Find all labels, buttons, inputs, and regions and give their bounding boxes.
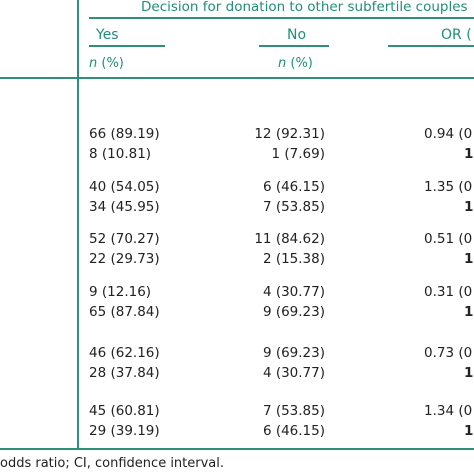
cell-or: 1.34 (0 xyxy=(424,403,473,419)
column-header-rule-no xyxy=(259,45,329,47)
subheader-yes: n (%) xyxy=(89,56,124,72)
column-header-yes: Yes xyxy=(96,27,119,43)
column-header-or: OR ( xyxy=(441,27,472,43)
cell-or: 1.35 (0 xyxy=(424,179,473,195)
column-header-rule-or xyxy=(388,45,474,47)
cell-no: 2 (15.38) xyxy=(262,251,325,267)
cell-no: 12 (92.31) xyxy=(254,126,325,142)
cell-or-reference: 1 xyxy=(464,146,474,162)
column-header-no: No xyxy=(287,27,307,43)
cell-yes: 8 (10.81) xyxy=(89,146,152,162)
subheader-yes-n: n xyxy=(89,56,98,71)
cell-no: 4 (30.77) xyxy=(262,365,325,381)
cell-yes: 65 (87.84) xyxy=(89,304,160,320)
cell-or: 0.73 (0 xyxy=(424,345,473,361)
subheader-no-n: n xyxy=(278,56,287,71)
subheader-no: n (%) xyxy=(278,56,313,72)
stub-column-divider xyxy=(77,0,79,450)
cell-yes: 66 (89.19) xyxy=(89,126,160,142)
cell-yes: 46 (62.16) xyxy=(89,345,160,361)
cell-yes: 28 (37.84) xyxy=(89,365,160,381)
cell-no: 11 (84.62) xyxy=(254,231,325,247)
subheader-yes-pct: (%) xyxy=(97,56,124,71)
cell-no: 9 (69.23) xyxy=(262,304,325,320)
table-group-header: Decision for donation to other subfertil… xyxy=(141,0,468,15)
cell-or-reference: 1 xyxy=(464,251,474,267)
column-header-rule-yes xyxy=(89,45,165,47)
cell-or: 0.94 (0 xyxy=(424,126,473,142)
cell-or: 0.51 (0 xyxy=(424,231,473,247)
subheader-no-pct: (%) xyxy=(286,56,313,71)
header-bottom-rule xyxy=(0,77,474,79)
cell-no: 4 (30.77) xyxy=(262,284,325,300)
table-bottom-rule xyxy=(0,448,474,450)
cell-yes: 45 (60.81) xyxy=(89,403,160,419)
cell-no: 6 (46.15) xyxy=(262,423,325,439)
cell-or: 0.31 (0 xyxy=(424,284,473,300)
cell-yes: 52 (70.27) xyxy=(89,231,160,247)
cell-yes: 29 (39.19) xyxy=(89,423,160,439)
cell-yes: 40 (54.05) xyxy=(89,179,160,195)
cell-no: 7 (53.85) xyxy=(262,403,325,419)
cell-yes: 34 (45.95) xyxy=(89,199,160,215)
table-footnote: odds ratio; CI, confidence interval. xyxy=(0,456,225,471)
cell-yes: 22 (29.73) xyxy=(89,251,160,267)
cell-no: 9 (69.23) xyxy=(262,345,325,361)
cell-no: 7 (53.85) xyxy=(262,199,325,215)
cell-no: 1 (7.69) xyxy=(271,146,325,162)
cell-or-reference: 1 xyxy=(464,423,474,439)
cell-or-reference: 1 xyxy=(464,304,474,320)
cell-no: 6 (46.15) xyxy=(262,179,325,195)
cell-yes: 9 (12.16) xyxy=(89,284,152,300)
cell-or-reference: 1 xyxy=(464,365,474,381)
group-header-rule xyxy=(89,17,474,19)
cell-or-reference: 1 xyxy=(464,199,474,215)
